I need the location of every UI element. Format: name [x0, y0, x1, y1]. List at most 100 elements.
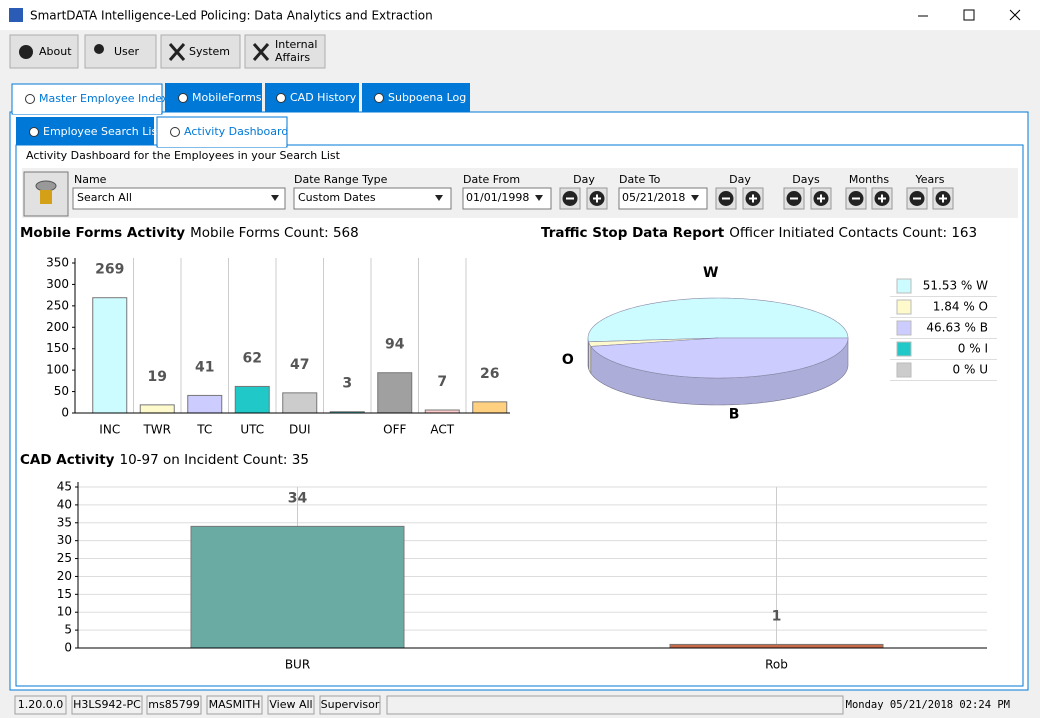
tab-label: Master Employee Index — [39, 92, 169, 105]
value-label: 41 — [195, 359, 214, 375]
title-bar — [0, 0, 1040, 30]
app-icon — [9, 8, 23, 22]
y-tick-label: 250 — [46, 298, 69, 312]
y-tick-label: 30 — [57, 533, 72, 547]
dropdown-arrow — [535, 195, 543, 201]
x-tick-label: BUR — [285, 658, 310, 672]
value-label: 94 — [385, 337, 405, 353]
filter-icon — [40, 190, 52, 204]
y-tick-label: 350 — [46, 256, 69, 270]
window-title: SmartDATA Intelligence-Led Policing: Dat… — [30, 9, 433, 23]
y-tick-label: 150 — [46, 341, 69, 355]
field-label: Years — [914, 173, 944, 186]
dropdown-arrow — [435, 195, 443, 201]
y-tick-label: 10 — [57, 605, 72, 619]
pie-slice — [590, 337, 849, 379]
legend-swatch — [896, 362, 912, 378]
bar — [669, 643, 884, 649]
tab-label: MobileForms — [192, 91, 262, 104]
legend-swatch — [896, 341, 912, 357]
field-label: Name — [74, 173, 107, 186]
field-label: Date To — [619, 173, 661, 186]
field-label: Day — [573, 173, 595, 186]
bar — [187, 394, 223, 414]
legend-label: 1.84 % O — [933, 300, 988, 314]
tab-label: CAD History — [290, 91, 357, 104]
subtab[interactable] — [16, 117, 154, 145]
radio — [25, 94, 35, 104]
radio — [276, 93, 286, 103]
field-value: Custom Dates — [298, 191, 376, 204]
step-sign — [749, 194, 757, 203]
from-combo[interactable] — [462, 187, 552, 210]
value-label: 62 — [243, 350, 262, 366]
y-tick-label: 50 — [54, 384, 69, 398]
subtitle: Mobile Forms Count: 568 — [190, 225, 359, 241]
field-value: 01/01/1998 — [466, 191, 529, 204]
legend-swatch — [896, 278, 912, 294]
chart-title: Traffic Stop Data Report Officer Initiate… — [541, 225, 977, 241]
filter-icon — [35, 180, 57, 192]
maximize[interactable] — [963, 9, 975, 21]
legend-swatch — [896, 299, 912, 315]
dropdown-arrow — [271, 195, 279, 201]
name-combo[interactable] — [72, 187, 286, 210]
status-text: View All — [269, 698, 312, 711]
to-combo[interactable] — [618, 187, 708, 210]
bar — [92, 297, 128, 414]
legend-label: 0 % I — [958, 342, 988, 356]
pie-label: W — [703, 265, 718, 281]
title: Mobile Forms Activity — [20, 225, 185, 241]
affairs-button[interactable] — [244, 34, 326, 69]
field-value: 05/21/2018 — [622, 191, 685, 204]
tab[interactable] — [11, 83, 163, 115]
status-cell — [71, 695, 143, 715]
y-tick-label: 100 — [46, 363, 69, 377]
field-label: Date From — [463, 173, 520, 186]
status-cell — [386, 695, 844, 715]
value-label: 26 — [480, 366, 499, 382]
x-tick-label: DUI — [289, 423, 311, 437]
legend-label: 51.53 % W — [923, 279, 988, 293]
status-text: Supervisor — [321, 698, 380, 711]
y-tick-label: 200 — [46, 320, 69, 334]
radio — [29, 127, 39, 137]
button-label: User — [114, 45, 140, 58]
user-icon — [94, 44, 104, 54]
field-value: Search All — [77, 191, 132, 204]
y-tick-label: 0 — [61, 406, 69, 420]
y-tick-label: 25 — [57, 551, 72, 565]
tab-join — [158, 143, 286, 147]
system-button[interactable] — [160, 34, 241, 69]
legend-swatch — [896, 320, 912, 336]
close[interactable] — [1009, 9, 1021, 21]
radio — [178, 93, 188, 103]
subtab-label: Employee Search List — [43, 125, 162, 138]
subtab-panel — [15, 144, 1024, 687]
button-label: Internal Affairs — [275, 38, 317, 64]
bar — [139, 404, 175, 414]
y-tick-label: 20 — [57, 569, 72, 583]
bar — [234, 385, 270, 414]
subtitle: Officer Initiated Contacts Count: 163 — [729, 225, 977, 241]
status-cell — [146, 695, 202, 715]
button-label: System — [189, 45, 230, 58]
affairs-icon — [252, 43, 270, 61]
status-cell — [206, 695, 263, 715]
chart-title: Mobile Forms Activity Mobile Forms Count:… — [20, 225, 359, 241]
y-tick-label: 15 — [57, 587, 72, 601]
x-tick-label: OFF — [383, 423, 406, 437]
range-combo[interactable] — [293, 187, 452, 210]
legend-label: 0 % U — [953, 363, 988, 377]
title: CAD Activity — [20, 452, 115, 468]
x-tick-label: UTC — [240, 423, 264, 437]
radio — [170, 127, 180, 137]
about-button[interactable] — [9, 34, 79, 69]
status-text: H3LS942-PC — [73, 698, 141, 711]
chart-title: CAD Activity 10-97 on Incident Count: 35 — [20, 452, 309, 468]
bar — [282, 392, 318, 414]
status-text: ms85799 — [148, 698, 199, 711]
step-sign — [939, 194, 947, 203]
status-text: MASMITH — [209, 698, 261, 711]
x-tick-label: TWR — [142, 423, 171, 437]
